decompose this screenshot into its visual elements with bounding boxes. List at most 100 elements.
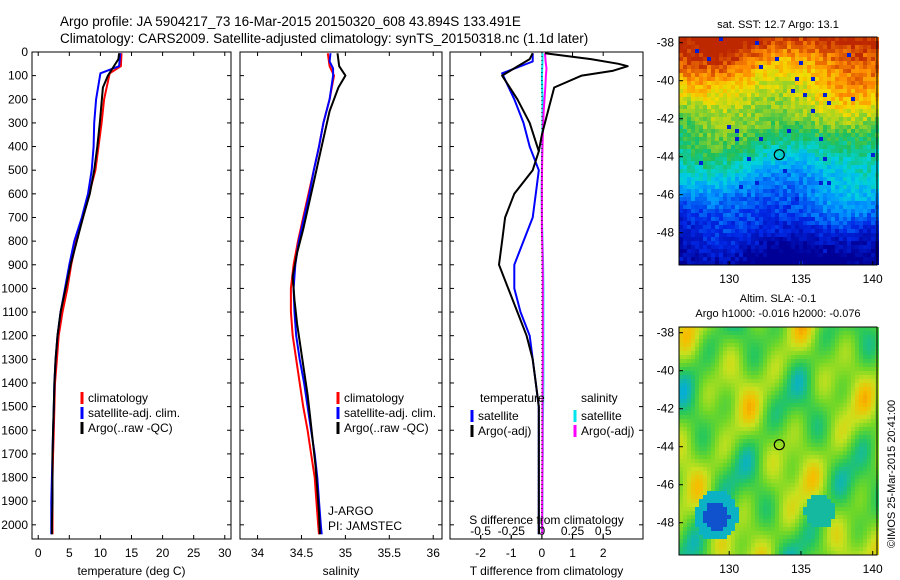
map-cell <box>863 447 867 451</box>
map-cell <box>719 415 723 419</box>
map-cell <box>803 109 807 113</box>
map-cell <box>735 69 739 73</box>
map-cell <box>847 97 851 101</box>
map-cell <box>679 431 683 435</box>
map-cell <box>719 49 723 53</box>
map-cell <box>775 411 779 415</box>
map-cell <box>775 335 779 339</box>
map-cell <box>703 339 707 343</box>
map-cell <box>867 85 871 89</box>
map-cell <box>703 439 707 443</box>
map-cell <box>727 407 731 411</box>
map-cell <box>827 221 831 225</box>
map-cell <box>851 363 855 367</box>
map-cell <box>807 415 811 419</box>
map-cell <box>827 261 831 265</box>
map-cell <box>735 451 739 455</box>
map-cell <box>843 41 847 45</box>
map-cell <box>767 133 771 137</box>
map-cell <box>735 229 739 233</box>
legend-label: climatology <box>344 391 404 405</box>
map-cell <box>719 407 723 411</box>
map-cell <box>831 435 835 439</box>
map-cell <box>679 471 683 475</box>
map-cell <box>695 443 699 447</box>
map-cell <box>751 447 755 451</box>
map-cell <box>703 355 707 359</box>
map-cell <box>691 61 695 65</box>
map-cell <box>815 249 819 253</box>
map-cell <box>851 355 855 359</box>
map-cell <box>843 359 847 363</box>
map-cell <box>787 89 791 93</box>
map-cell <box>719 399 723 403</box>
map-cell <box>711 351 715 355</box>
map-cell <box>839 347 843 351</box>
map-cell <box>703 391 707 395</box>
map-cell <box>839 237 843 241</box>
map-cell <box>743 233 747 237</box>
map-cell <box>807 471 811 475</box>
map-cell <box>767 407 771 411</box>
map-cell <box>811 177 815 181</box>
map-cell <box>743 327 747 331</box>
map-cell <box>759 137 763 141</box>
map-cell <box>835 193 839 197</box>
map-cell <box>811 173 815 177</box>
map-cell <box>831 133 835 137</box>
map-cell <box>835 229 839 233</box>
map-cell <box>835 327 839 331</box>
map-cell <box>683 451 687 455</box>
map-cell <box>679 351 683 355</box>
map-cell <box>751 221 755 225</box>
map-cell <box>779 181 783 185</box>
map-cell <box>811 141 815 145</box>
map-cell <box>823 241 827 245</box>
map-cell <box>707 463 711 467</box>
map-cell <box>819 141 823 145</box>
map-cell <box>719 141 723 145</box>
map-cell <box>763 85 767 89</box>
map-cell <box>759 197 763 201</box>
map-cell <box>799 351 803 355</box>
map-cell <box>707 53 711 57</box>
map-cell <box>747 245 751 249</box>
map-cell <box>807 145 811 149</box>
map-cell <box>767 153 771 157</box>
map-cell <box>867 69 871 73</box>
map-cell <box>763 193 767 197</box>
map-cell <box>715 249 719 253</box>
map-cell <box>767 93 771 97</box>
map-cell <box>799 97 803 101</box>
map-cell <box>827 455 831 459</box>
map-cell <box>851 237 855 241</box>
map-cell <box>683 173 687 177</box>
map-cell <box>843 129 847 133</box>
map-cell <box>811 229 815 233</box>
map-cell <box>815 73 819 77</box>
map-cell <box>819 89 823 93</box>
map-cell <box>811 355 815 359</box>
map-cell <box>803 145 807 149</box>
map-cell <box>715 85 719 89</box>
map-cell <box>691 467 695 471</box>
map-cell <box>699 77 703 81</box>
map-cell <box>703 41 707 45</box>
map-cell <box>791 237 795 241</box>
map-cell <box>815 161 819 165</box>
map-cell <box>703 363 707 367</box>
map-cell <box>871 181 875 185</box>
map-cell <box>863 229 867 233</box>
map-cell <box>843 217 847 221</box>
map-cell <box>699 121 703 125</box>
map-cell <box>863 49 867 53</box>
map-cell <box>759 363 763 367</box>
map-cell <box>795 359 799 363</box>
map-cell <box>835 435 839 439</box>
map-cell <box>759 101 763 105</box>
map-cell <box>763 355 767 359</box>
map-cell <box>835 109 839 113</box>
map-cell <box>679 463 683 467</box>
map-cell <box>867 339 871 343</box>
map-cell <box>815 109 819 113</box>
